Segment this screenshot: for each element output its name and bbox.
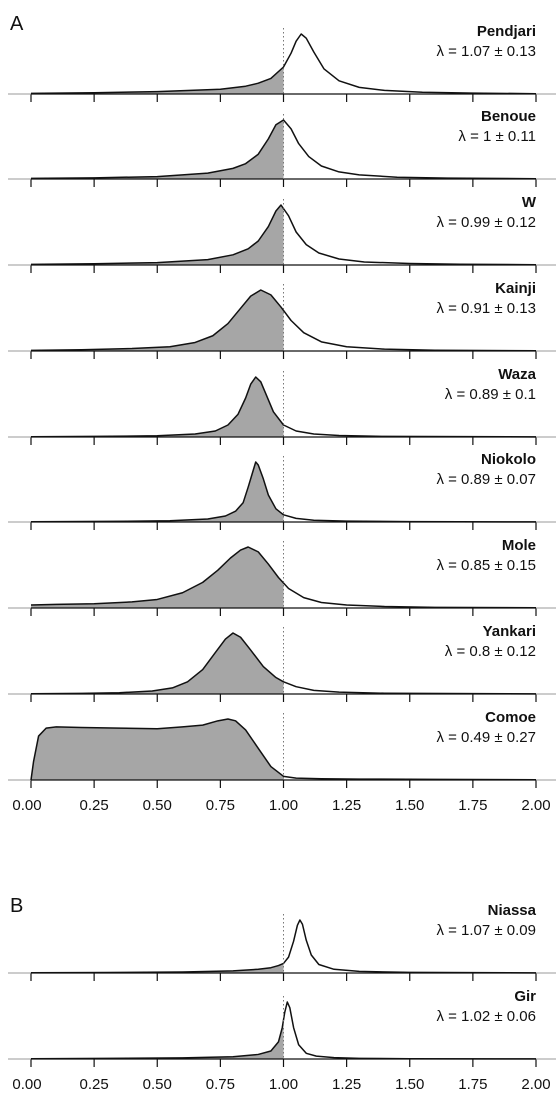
series-name-yankari: Yankari <box>483 623 536 640</box>
shaded-area-niassa <box>31 963 284 973</box>
x-tick-label: 1.00 <box>269 1076 298 1093</box>
density-w: Wλ = 0.99 ± 0.12 <box>8 194 556 273</box>
density-comoe: Comoe λ = 0.49 ± 0.27 <box>8 709 556 788</box>
ticks-pendjari <box>30 94 537 102</box>
series-stat-comoe: λ = 0.49 ± 0.27 <box>436 729 536 746</box>
density-waza: Waza λ = 0.89 ± 0.1 <box>8 366 556 445</box>
ticks-gir <box>30 1059 537 1067</box>
shaded-area-gir <box>31 1019 284 1059</box>
series-stat-niokolo: λ = 0.89 ± 0.07 <box>436 471 536 488</box>
series-name-niokolo: Niokolo <box>481 451 536 468</box>
x-tick-label: 0.50 <box>143 797 172 814</box>
density-curve-kainji <box>30 289 537 352</box>
panel-label: B <box>10 895 23 917</box>
x-tick-label: 1.75 <box>458 797 487 814</box>
density-benoue: Benoue λ = 1 ± 0.11 <box>8 108 556 187</box>
ticks-yankari <box>30 694 537 702</box>
shaded-area-yankari <box>31 633 284 694</box>
series-name-pendjari: Pendjari <box>477 23 536 40</box>
x-tick-label: 1.25 <box>332 1076 361 1093</box>
x-tick-label: 0.25 <box>80 1076 109 1093</box>
x-tick-label: 2.00 <box>521 1076 550 1093</box>
shaded-area-kainji <box>31 290 284 351</box>
shaded-area-waza <box>31 377 284 437</box>
series-name-benoue: Benoue <box>481 108 536 125</box>
density-curve-comoe <box>30 718 537 781</box>
series-name-comoe: Comoe <box>485 709 536 726</box>
density-curve-waza <box>30 376 537 438</box>
series-name-waza: Waza <box>498 366 536 383</box>
series-name-gir: Gir <box>514 988 536 1005</box>
x-tick-label: 0.75 <box>206 797 235 814</box>
density-kainji: Kainji λ = 0.91 ± 0.13 <box>8 280 556 359</box>
density-curve-gir <box>30 1001 537 1060</box>
shaded-area-w <box>31 205 284 265</box>
ticks-niokolo <box>30 522 537 530</box>
ticks-comoe <box>30 780 537 788</box>
x-tick-label: 0.00 <box>12 1076 41 1093</box>
density-curve-yankari <box>30 632 537 695</box>
x-tick-label: 1.50 <box>395 797 424 814</box>
series-stat-benoue: λ = 1 ± 0.11 <box>458 128 536 145</box>
series-stat-w: λ = 0.99 ± 0.12 <box>436 214 536 231</box>
x-tick-label: 1.75 <box>458 1076 487 1093</box>
shaded-area-comoe <box>31 719 284 780</box>
series-stat-gir: λ = 1.02 ± 0.06 <box>436 1008 536 1025</box>
series-name-kainji: Kainji <box>495 280 536 297</box>
shaded-area-pendjari <box>31 67 284 94</box>
density-curve-benoue <box>30 119 537 180</box>
density-niokolo: Niokolo λ = 0.89 ± 0.07 <box>8 451 556 530</box>
x-tick-labels: 0.00 0.25 0.50 0.75 1.00 1.25 1.50 1.75 2.00 <box>12 797 550 814</box>
series-stat-mole: λ = 0.85 ± 0.15 <box>436 557 536 574</box>
series-stat-waza: λ = 0.89 ± 0.1 <box>445 386 536 403</box>
x-tick-label: 1.25 <box>332 797 361 814</box>
series-stat-pendjari: λ = 1.07 ± 0.13 <box>436 43 536 60</box>
series-name-mole: Mole <box>502 537 536 554</box>
x-tick-label: 1.50 <box>395 1076 424 1093</box>
x-tick-labels: 0.00 0.25 0.50 0.75 1.00 1.25 1.50 1.75 2.00 <box>12 1076 550 1093</box>
density-curve-pendjari <box>30 33 537 95</box>
x-tick-label: 0.00 <box>12 797 41 814</box>
panel-A: A Pendjari λ = 1.07 ± 0.13 Benoue λ = 1 ± 0.… <box>8 13 556 814</box>
x-tick-label: 0.25 <box>80 797 109 814</box>
series-stat-niassa: λ = 1.07 ± 0.09 <box>436 922 536 939</box>
ticks-benoue <box>30 179 537 187</box>
ticks-mole <box>30 608 537 616</box>
density-pendjari: Pendjari λ = 1.07 ± 0.13 <box>8 23 556 102</box>
density-gir: Gir λ = 1.02 ± 0.06 <box>8 988 556 1067</box>
density-mole: Mole λ = 0.85 ± 0.15 <box>8 537 556 616</box>
panel-B: B Niassa λ = 1.07 ± 0.09 Gir λ = 1.02 ± 0.06… <box>8 895 556 1093</box>
ticks-kainji <box>30 351 537 359</box>
series-name-w: W <box>522 194 537 211</box>
x-tick-label: 0.75 <box>206 1076 235 1093</box>
density-curve-w <box>30 204 537 266</box>
density-curve-niassa <box>30 919 537 974</box>
density-curve-mole <box>30 546 537 609</box>
shaded-area-niokolo <box>31 462 284 522</box>
shaded-area-benoue <box>31 120 284 179</box>
series-stat-yankari: λ = 0.8 ± 0.12 <box>445 643 536 660</box>
density-curve-niokolo <box>30 461 537 523</box>
ticks-w <box>30 265 537 273</box>
panel-label: A <box>10 13 24 35</box>
density-yankari: Yankari λ = 0.8 ± 0.12 <box>8 623 556 702</box>
series-stat-kainji: λ = 0.91 ± 0.13 <box>436 300 536 317</box>
density-niassa: Niassa λ = 1.07 ± 0.09 <box>8 902 556 981</box>
x-tick-label: 1.00 <box>269 797 298 814</box>
ticks-niassa <box>30 973 537 981</box>
series-name-niassa: Niassa <box>488 902 537 919</box>
x-tick-label: 0.50 <box>143 1076 172 1093</box>
shaded-area-mole <box>31 547 284 608</box>
x-tick-label: 2.00 <box>521 797 550 814</box>
ticks-waza <box>30 437 537 445</box>
